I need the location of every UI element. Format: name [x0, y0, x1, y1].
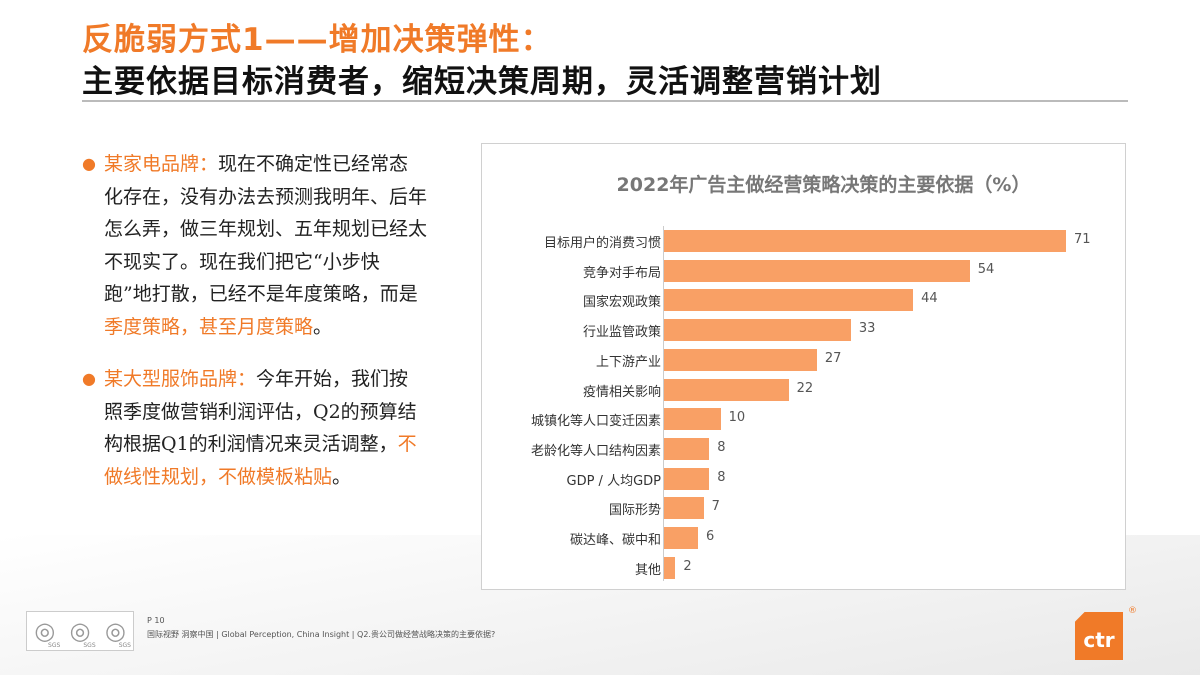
bar	[664, 378, 789, 401]
value-label: 22	[796, 380, 814, 396]
bar	[664, 467, 710, 490]
quote-brand: 某家电品牌：	[104, 153, 219, 175]
bullet-icon: ●	[82, 369, 96, 388]
quote-highlight: 不做线性规划，不做模板粘贴	[104, 433, 417, 488]
sgs-certification-logo: ◎ SGS ◎ SGS ◎ SGS	[26, 611, 134, 651]
chart-row: 碳达峰、碳中和 6	[482, 527, 1125, 549]
category-label: 老龄化等人口结构因素	[530, 443, 661, 459]
value-label: 6	[705, 529, 715, 544]
quote-text: 今年开始，我们按照季度做营销利润评估，Q2的预算结构根据Q1的利润情况来灵活调整…	[104, 368, 417, 455]
quote-item: ● 某大型服饰品牌：今年开始，我们按照季度做营销利润评估，Q2的预算结构根据Q1的…	[82, 363, 427, 493]
bar	[664, 408, 721, 431]
chart-row: 疫情相关影响 22	[482, 378, 1125, 401]
registered-icon: ®	[1128, 606, 1137, 616]
category-label: 城镇化等人口变迁因素	[530, 414, 661, 430]
value-label: 8	[717, 469, 726, 485]
value-label: 44	[921, 291, 938, 307]
page-subtitle: 主要依据目标消费者，缩短决策周期，灵活调整营销计划	[82, 64, 882, 100]
bar	[664, 556, 676, 579]
quote-item: ● 某家电品牌：现在不确定性已经常态化存在，没有办法去预测我明年、后年怎么弄，做三…	[82, 148, 427, 343]
bar	[664, 437, 710, 460]
category-label: GDP / 人均GDP	[566, 473, 662, 489]
quote-end: 。	[332, 465, 352, 488]
chart-title: 2022年广告主做经营策略决策的主要依据（%）	[616, 174, 1031, 196]
category-label: 疫情相关影响	[582, 384, 661, 400]
category-label: 碳达峰、碳中和	[569, 533, 661, 548]
bullet-icon: ●	[82, 154, 96, 173]
bar	[664, 230, 1066, 252]
quote-brand: 某大型服饰品牌：	[104, 368, 257, 390]
value-label: 27	[824, 350, 842, 366]
page-title: 反脆弱方式1——增加决策弹性：	[82, 22, 553, 58]
value-label: 54	[977, 261, 995, 277]
bar	[664, 497, 704, 520]
value-label: 2	[683, 558, 692, 574]
bar	[664, 259, 970, 282]
check-circle-icon: ◎	[104, 617, 126, 645]
check-circle-icon: ◎	[34, 617, 56, 645]
chart-axis	[663, 226, 664, 581]
quote-end: 。	[313, 315, 333, 338]
value-label: 33	[858, 321, 876, 337]
value-label: 8	[717, 439, 726, 455]
page-number: P 10	[147, 616, 165, 625]
chart-row: 行业监管政策 33	[482, 319, 1125, 342]
category-label: 国际形势	[608, 503, 661, 519]
chart-row: 国际形势 7	[482, 497, 1125, 520]
sgs-badge: ◎ SGS	[27, 612, 62, 650]
category-label: 竞争对手布局	[582, 265, 661, 281]
ctr-logo: ctr	[1075, 612, 1123, 660]
value-label: 7	[711, 499, 720, 515]
footer: P 10 国际视野 洞察中国 | Global Perception, China…	[147, 614, 495, 642]
category-label: 目标用户的消费习惯	[543, 236, 661, 251]
footer-text: 国际视野 洞察中国 | Global Perception, China Ins…	[147, 630, 496, 639]
chart-row: 上下游产业 27	[482, 348, 1125, 371]
sgs-label: SGS	[118, 642, 131, 649]
sgs-label: SGS	[48, 642, 61, 649]
chart-row: 城镇化等人口变迁因素 10	[482, 408, 1125, 431]
bar	[664, 527, 698, 549]
chart-row: 其他 2	[482, 556, 1125, 579]
category-label: 其他	[634, 562, 661, 578]
sgs-label: SGS	[83, 642, 96, 649]
quote-highlight: 季度策略，甚至月度策略	[104, 315, 314, 338]
chart-row: GDP / 人均GDP 8	[482, 467, 1125, 490]
bar	[664, 319, 851, 342]
quotes-list: ● 某家电品牌：现在不确定性已经常态化存在，没有办法去预测我明年、后年怎么弄，做三…	[82, 148, 427, 513]
category-label: 行业监管政策	[582, 325, 661, 341]
chart-row: 目标用户的消费习惯 71	[482, 230, 1125, 252]
category-label: 上下游产业	[595, 354, 661, 370]
bar-chart: 2022年广告主做经营策略决策的主要依据（%） 目标用户的消费习惯 71 竞争对手布…	[481, 143, 1126, 590]
chart-row: 竞争对手布局 54	[482, 259, 1125, 282]
bar	[664, 289, 914, 312]
value-label: 10	[728, 410, 746, 426]
bar	[664, 348, 817, 371]
value-label: 71	[1074, 232, 1091, 247]
quote-text: 现在不确定性已经常态化存在，没有办法去预测我明年、后年怎么弄，做三年规划、五年规…	[104, 153, 428, 305]
chart-row: 国家宏观政策 44	[482, 289, 1125, 312]
sgs-badge: ◎ SGS	[98, 612, 133, 650]
chart-row: 老龄化等人口结构因素 8	[482, 437, 1125, 460]
sgs-badge: ◎ SGS	[62, 612, 97, 650]
divider	[82, 100, 1128, 102]
check-circle-icon: ◎	[69, 617, 91, 645]
category-label: 国家宏观政策	[582, 295, 661, 311]
